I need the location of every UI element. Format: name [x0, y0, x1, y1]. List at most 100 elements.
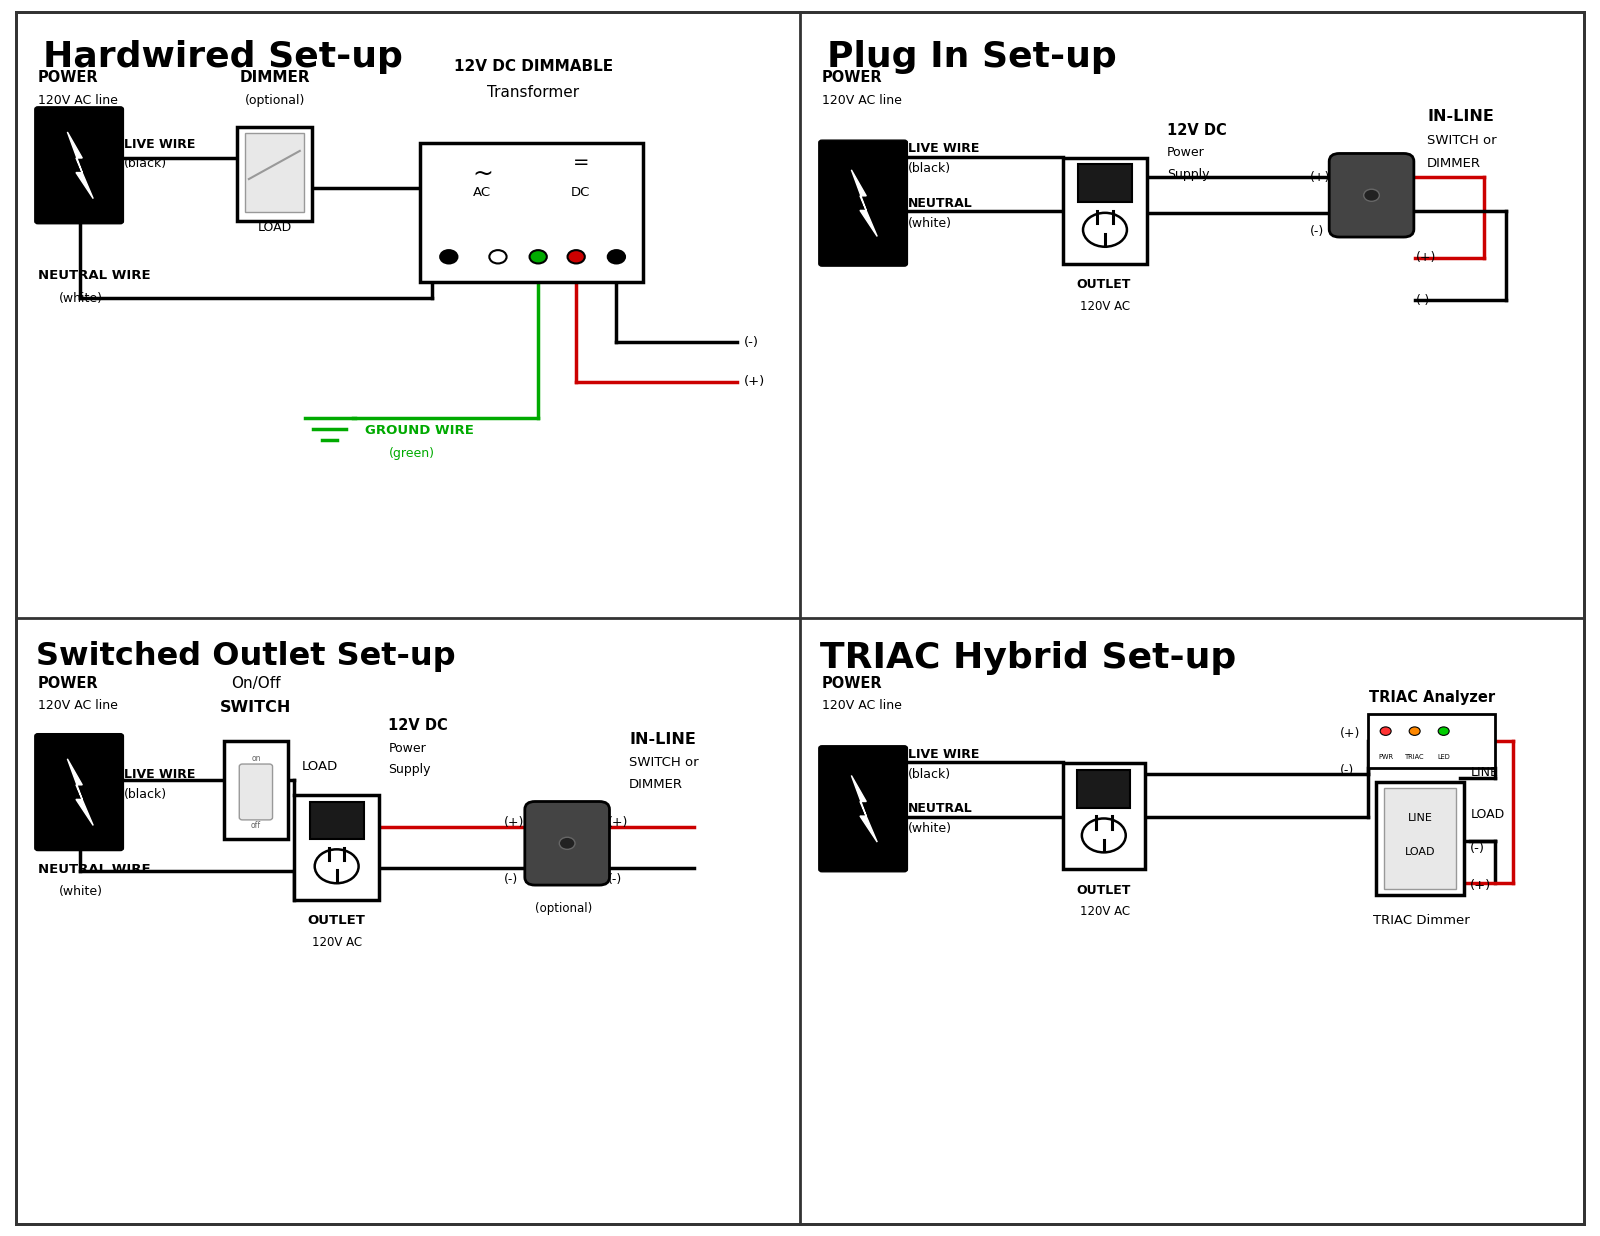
Text: LOAD: LOAD	[1405, 847, 1435, 857]
Text: (+): (+)	[1416, 251, 1435, 265]
FancyBboxPatch shape	[240, 764, 272, 819]
Circle shape	[440, 250, 458, 263]
Text: (-): (-)	[1416, 293, 1430, 307]
Text: (-): (-)	[1309, 225, 1323, 239]
Text: (optional): (optional)	[534, 902, 592, 915]
FancyBboxPatch shape	[819, 745, 907, 871]
Text: (optional): (optional)	[245, 94, 306, 106]
Text: LIVE WIRE: LIVE WIRE	[909, 142, 979, 156]
Circle shape	[1363, 189, 1379, 201]
FancyBboxPatch shape	[35, 734, 123, 850]
Polygon shape	[67, 132, 93, 199]
Text: Supply: Supply	[1166, 168, 1210, 182]
Circle shape	[560, 837, 574, 849]
Text: POWER: POWER	[38, 676, 99, 691]
Text: Transformer: Transformer	[488, 85, 579, 100]
Circle shape	[1082, 818, 1126, 853]
Text: LINE: LINE	[1470, 766, 1498, 779]
Text: (black): (black)	[909, 768, 952, 781]
Text: LIVE WIRE: LIVE WIRE	[909, 748, 979, 761]
Text: on: on	[251, 754, 261, 763]
Circle shape	[568, 250, 584, 263]
Text: NEUTRAL WIRE: NEUTRAL WIRE	[38, 863, 150, 876]
Text: (green): (green)	[389, 446, 435, 460]
Text: (+): (+)	[504, 816, 525, 829]
Text: LOAD: LOAD	[302, 760, 339, 772]
Text: (+): (+)	[1309, 171, 1330, 184]
Text: 120V AC line: 120V AC line	[822, 94, 902, 106]
Text: (-): (-)	[504, 873, 518, 886]
Polygon shape	[67, 759, 93, 826]
FancyBboxPatch shape	[1330, 153, 1414, 237]
Circle shape	[1381, 727, 1390, 735]
Text: DIMMER: DIMMER	[1427, 157, 1482, 171]
Text: OUTLET: OUTLET	[1075, 884, 1130, 897]
Bar	[224, 740, 288, 839]
Text: 12V DC: 12V DC	[1166, 122, 1227, 138]
Polygon shape	[851, 169, 877, 236]
Text: NEUTRAL WIRE: NEUTRAL WIRE	[38, 269, 150, 282]
Text: OUTLET: OUTLET	[1075, 278, 1130, 292]
Text: LIVE WIRE: LIVE WIRE	[125, 138, 195, 151]
Circle shape	[530, 250, 547, 263]
Bar	[419, 142, 643, 282]
Text: (+): (+)	[608, 816, 629, 829]
Text: 120V AC line: 120V AC line	[38, 94, 118, 106]
Text: SWITCH or: SWITCH or	[1427, 135, 1498, 147]
Text: AC: AC	[474, 187, 491, 199]
Bar	[294, 796, 379, 900]
Text: NEUTRAL: NEUTRAL	[909, 197, 973, 210]
Text: Power: Power	[1166, 146, 1205, 159]
Text: (white): (white)	[59, 885, 102, 899]
Polygon shape	[851, 775, 877, 842]
Text: (white): (white)	[59, 292, 102, 305]
Text: 120V AC: 120V AC	[1080, 299, 1130, 313]
Text: Plug In Set-up: Plug In Set-up	[827, 40, 1117, 74]
Text: DIMMER: DIMMER	[240, 70, 310, 85]
Circle shape	[490, 250, 507, 263]
Text: LED: LED	[1437, 754, 1450, 760]
Text: OUTLET: OUTLET	[307, 915, 365, 927]
Bar	[1062, 764, 1146, 869]
FancyBboxPatch shape	[525, 801, 610, 885]
Text: (+): (+)	[1339, 727, 1360, 739]
Text: TRIAC Analyzer: TRIAC Analyzer	[1370, 691, 1494, 706]
Text: TRIAC: TRIAC	[1405, 754, 1424, 760]
Bar	[1368, 713, 1496, 769]
Text: SWITCH: SWITCH	[221, 700, 291, 716]
Text: (+): (+)	[744, 376, 765, 388]
Text: Hardwired Set-up: Hardwired Set-up	[43, 40, 403, 74]
Bar	[245, 133, 304, 213]
Text: 12V DC: 12V DC	[389, 718, 448, 733]
Text: Switched Outlet Set-up: Switched Outlet Set-up	[35, 641, 456, 672]
Text: 120V AC line: 120V AC line	[822, 700, 902, 712]
Circle shape	[608, 250, 626, 263]
Bar	[237, 127, 312, 221]
Text: POWER: POWER	[822, 70, 883, 85]
Text: (black): (black)	[125, 157, 168, 171]
Text: off: off	[251, 821, 261, 829]
Bar	[1077, 770, 1130, 808]
Text: (+): (+)	[1470, 879, 1491, 892]
Bar	[309, 802, 363, 839]
Text: POWER: POWER	[822, 676, 883, 691]
Text: (black): (black)	[125, 789, 168, 801]
Text: IN-LINE: IN-LINE	[629, 732, 696, 747]
Text: (-): (-)	[608, 873, 622, 886]
Bar	[1062, 158, 1147, 263]
Text: 120V AC: 120V AC	[312, 936, 363, 948]
Text: Supply: Supply	[389, 763, 430, 776]
Text: 120V AC: 120V AC	[1080, 905, 1130, 918]
Circle shape	[1083, 213, 1126, 247]
Text: DIMMER: DIMMER	[629, 777, 683, 791]
Text: Power: Power	[389, 742, 426, 755]
Circle shape	[1410, 727, 1421, 735]
Text: =: =	[573, 153, 589, 194]
Text: LOAD: LOAD	[258, 221, 291, 234]
FancyBboxPatch shape	[35, 106, 123, 224]
Text: IN-LINE: IN-LINE	[1427, 109, 1494, 124]
Text: LINE: LINE	[1408, 813, 1432, 823]
Text: LOAD: LOAD	[1470, 808, 1504, 822]
Circle shape	[315, 849, 358, 884]
Text: LIVE WIRE: LIVE WIRE	[125, 768, 195, 781]
